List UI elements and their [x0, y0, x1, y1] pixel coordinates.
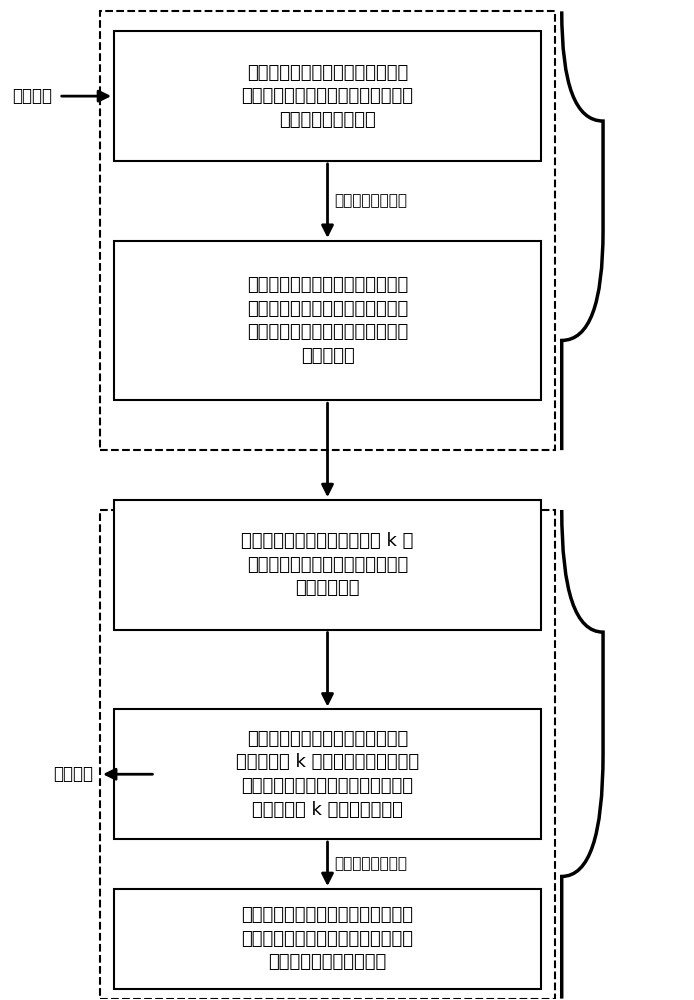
Text: 数据输入: 数据输入 — [12, 87, 52, 105]
Text: 计算并比较随机初始用户节点与其
邻居用户节点的聚类系数，找到聚类
系数最大的用户节点: 计算并比较随机初始用户节点与其 邻居用户节点的聚类系数，找到聚类 系数最大的用户… — [242, 64, 414, 129]
Text: 通过不断地迭代搜索，直至找不到
聚类系数比当前用户节点的聚类系
数值再大，把此时的用户节点作核
心用户节点: 通过不断地迭代搜索，直至找不到 聚类系数比当前用户节点的聚类系 数值再大，把此时… — [247, 276, 408, 365]
FancyBboxPatch shape — [114, 889, 541, 989]
FancyBboxPatch shape — [114, 31, 541, 161]
FancyBboxPatch shape — [114, 709, 541, 839]
Text: 通过不断地迭代扩充，直至适应度值
不再增加，则此时的结果为社交网络
中划分出的一个朋友分组: 通过不断地迭代扩充，直至适应度值 不再增加，则此时的结果为社交网络 中划分出的一… — [242, 906, 414, 971]
Text: 分别找出初始分组的邻居用户节点
连接的一个 k 团，分别计算它们加入
初始社团的适应度值，找出使得增值
最大的一个 k 团加入初始分组: 分别找出初始分组的邻居用户节点 连接的一个 k 团，分别计算它们加入 初始社团的… — [236, 730, 419, 819]
Text: 逐步不断迭代扩充: 逐步不断迭代扩充 — [335, 856, 407, 871]
FancyBboxPatch shape — [114, 241, 541, 400]
Text: 输出结果: 输出结果 — [53, 765, 93, 783]
FancyBboxPatch shape — [114, 500, 541, 630]
Text: 逐层不断迭代搜索: 逐层不断迭代搜索 — [335, 193, 407, 208]
Text: 找到核心用户节点所连的一个 k 团
作为初始朋友分组，并计算初始分
组的适应度值: 找到核心用户节点所连的一个 k 团 作为初始朋友分组，并计算初始分 组的适应度值 — [242, 532, 414, 597]
